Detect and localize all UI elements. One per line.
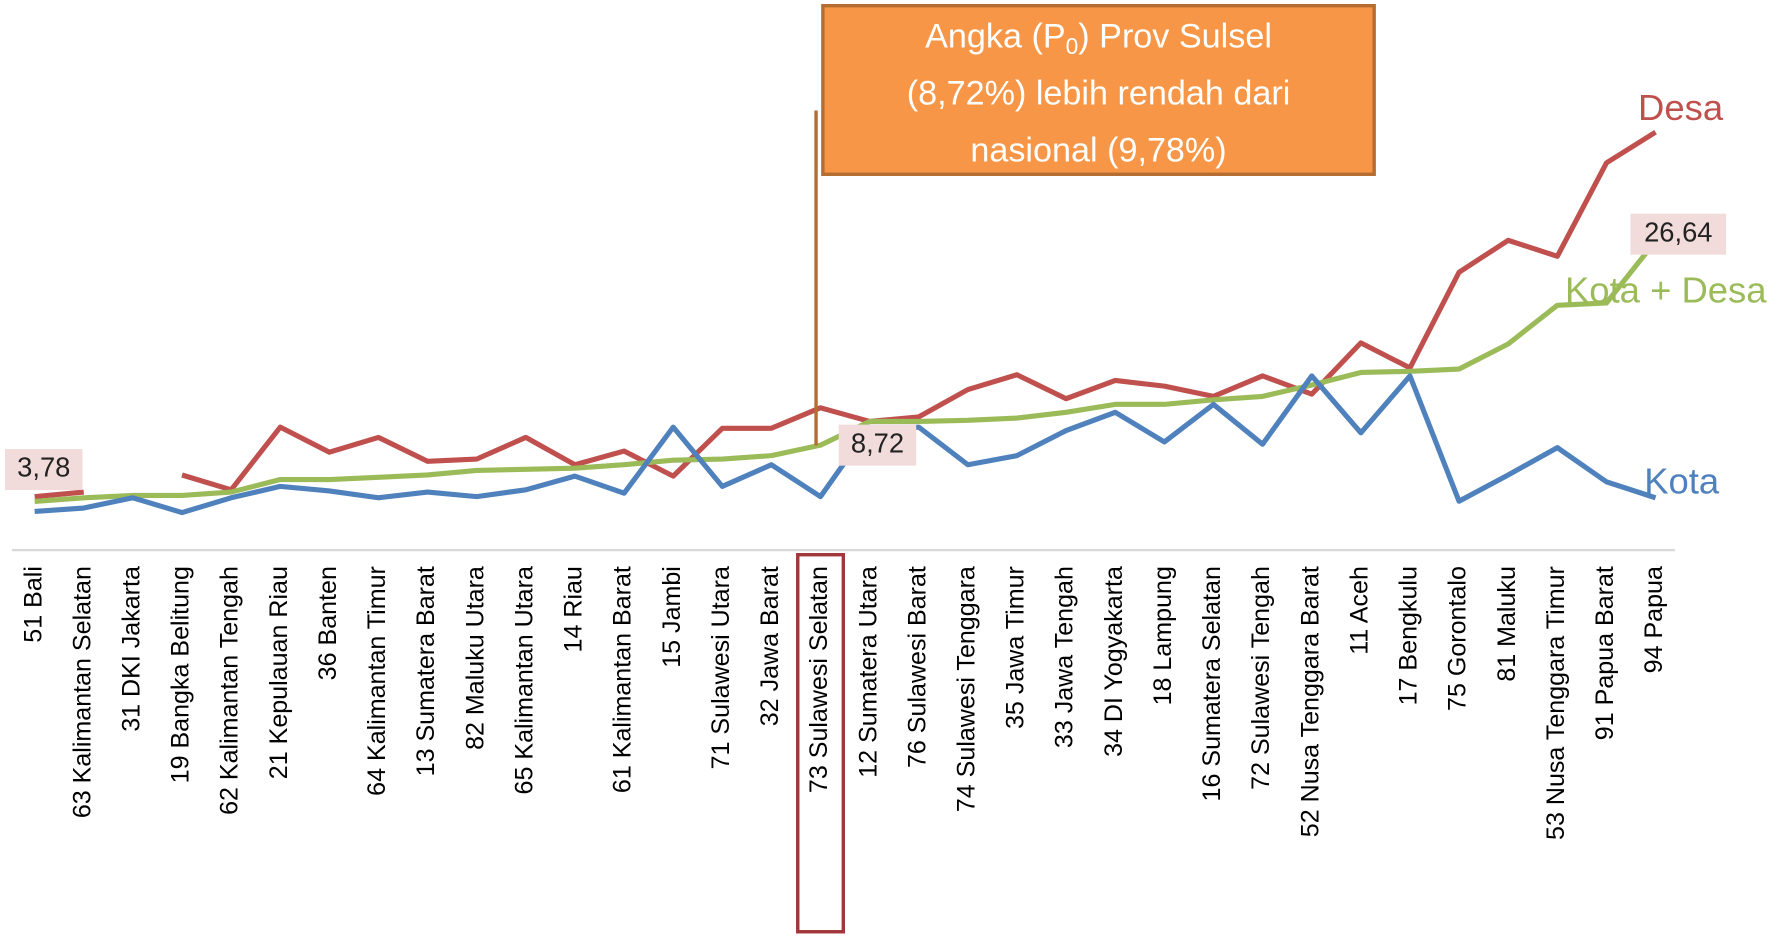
annotation-text: Angka (P [925, 18, 1065, 56]
series-line [34, 129, 1657, 500]
x-tick-label: 13 Sumatera Barat [412, 566, 440, 776]
x-tick-label: 63 Kalimantan Selatan [68, 566, 96, 818]
x-tick-label: 35 Jawa Timur [1002, 566, 1030, 729]
annotation-text: ) Prov Sulsel [1078, 18, 1272, 56]
x-tick-label: 18 Lampung [1149, 566, 1177, 705]
category-highlight [796, 553, 846, 934]
data-label: 26,64 [1644, 216, 1712, 247]
x-tick-label: 14 Riau [560, 566, 588, 652]
x-tick-label: 36 Banten [314, 566, 342, 680]
x-tick-label: 15 Jambi [658, 566, 686, 668]
x-tick-label: 16 Sumatera Selatan [1198, 566, 1226, 801]
x-tick-label: 76 Sulawesi Barat [903, 566, 931, 768]
annotation-line: nasional (9,78%) [970, 132, 1226, 170]
x-tick-label: 94 Papua [1640, 566, 1668, 673]
data-label-bg [838, 424, 917, 466]
data-label-bg [5, 449, 83, 491]
x-tick-label: 52 Nusa Tenggara Barat [1296, 566, 1324, 837]
x-tick-label: 82 Maluku Utara [461, 566, 489, 750]
x-tick-label: 33 Jawa Tengah [1051, 566, 1079, 748]
data-label: 3,78 [17, 452, 70, 483]
x-tick-label: 31 DKI Jakarta [118, 566, 146, 732]
x-tick-label: 21 Kepulauan Riau [265, 566, 293, 779]
x-tick-label: 62 Kalimantan Tengah [216, 566, 244, 815]
x-tick-label: 74 Sulawesi Tenggara [953, 566, 981, 812]
data-label: 8,72 [851, 427, 904, 458]
x-tick-label: 53 Nusa Tenggara Timur [1542, 566, 1570, 840]
x-tick-label: 34 DI Yogyakarta [1100, 566, 1128, 757]
x-tick-label: 32 Jawa Barat [756, 566, 784, 726]
x-tick-label: 65 Kalimantan Utara [510, 566, 538, 794]
x-tick-label: 51 Bali [19, 566, 47, 643]
annotation-subscript: 0 [1066, 33, 1079, 59]
x-tick-label: 75 Gorontalo [1444, 566, 1472, 711]
data-label-bg [1630, 213, 1727, 255]
x-tick-label: 73 Sulawesi Selatan [805, 566, 833, 793]
annotation-line: Angka (P0) Prov Sulsel [925, 18, 1272, 59]
x-tick-label: 17 Bengkulu [1395, 566, 1423, 705]
x-tick-label: 72 Sulawesi Tengah [1247, 566, 1275, 790]
x-tick-label: 61 Kalimantan Barat [609, 566, 637, 793]
x-tick-label: 81 Maluku [1493, 566, 1521, 682]
x-tick-label: 71 Sulawesi Utara [707, 566, 735, 769]
x-tick-label: 91 Papua Barat [1591, 566, 1619, 740]
x-tick-label: 11 Aceh [1345, 566, 1373, 655]
x-tick-label: 19 Bangka Belitung [167, 566, 195, 783]
series-label: Kota [1644, 461, 1720, 502]
annotation-box [821, 3, 1376, 176]
series-label: Desa [1638, 87, 1724, 128]
annotation-line: (8,72%) lebih rendah dari [907, 75, 1291, 113]
x-tick-label: 12 Sumatera Utara [854, 566, 882, 778]
series-label: Kota + Desa [1565, 269, 1767, 310]
x-tick-label: 64 Kalimantan Timur [363, 566, 391, 796]
